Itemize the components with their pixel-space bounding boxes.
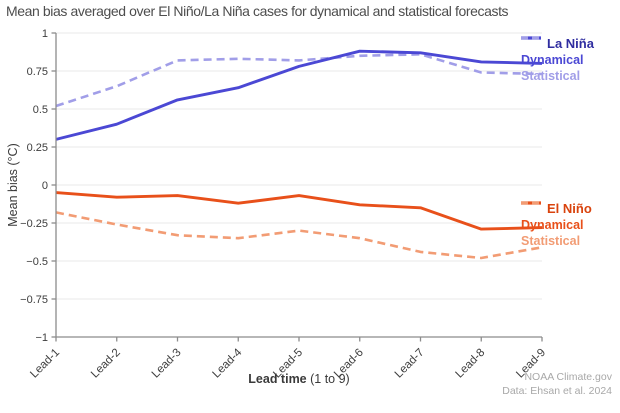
legend-label-dynamical: Dynamical — [521, 53, 584, 67]
y-tick-label: −0.25 — [20, 218, 48, 230]
y-tick-label: 1 — [42, 28, 48, 40]
x-tick-label: Lead-7 — [393, 347, 427, 381]
x-tick-label: Lead-8 — [454, 347, 488, 381]
y-tick-label: −1 — [35, 332, 48, 344]
y-axis-label: Mean bias (°C) — [6, 143, 20, 227]
x-axis-label-units: (1 to 9) — [306, 372, 350, 386]
series-line-la-ni-a-dynamical — [55, 49, 543, 141]
x-axis-label-bold: Lead time — [248, 372, 307, 386]
legend-el-nino: El Niño Dynamical Statistical — [521, 201, 619, 249]
legend-la-nina: La Niña Dynamical Statistical — [521, 36, 619, 84]
series-line-el-ni-o-statistical — [55, 211, 543, 260]
legend-el-nino-dynamical: Dynamical — [521, 201, 619, 233]
dashed-line-swatch-icon — [521, 201, 541, 205]
attribution: NOAA Climate.gov Data: Ehsan et al. 2024 — [502, 371, 612, 398]
legend-el-nino-title: El Niño — [547, 201, 592, 216]
legend-la-nina-statistical: Statistical — [521, 36, 619, 84]
y-tick-label: −0.75 — [20, 294, 48, 306]
x-tick-label: Lead-4 — [211, 346, 245, 380]
attribution-source: NOAA Climate.gov — [524, 371, 612, 383]
x-tick-label: Lead-1 — [28, 347, 62, 381]
legend-la-nina-dynamical: Dynamical — [521, 36, 619, 68]
series-line-el-ni-o-dynamical — [55, 191, 543, 231]
dashed-line-swatch-icon — [521, 36, 541, 40]
attribution-data-credit: Data: Ehsan et al. 2024 — [502, 384, 612, 397]
x-tick-label: Lead-2 — [89, 347, 123, 381]
legend-la-nina-title: La Niña — [547, 36, 594, 51]
y-tick-label: 0.75 — [27, 66, 48, 78]
x-tick-label: Lead-3 — [150, 347, 184, 381]
x-axis-label: Lead time (1 to 9) — [248, 372, 349, 386]
series-line-la-ni-a-statistical — [55, 52, 543, 108]
legend-label-dynamical: Dynamical — [521, 218, 584, 232]
y-tick-label: 0.5 — [33, 104, 48, 116]
y-tick-label: −0.5 — [26, 256, 48, 268]
y-tick-label: 0.25 — [27, 142, 48, 154]
legend-label-statistical: Statistical — [521, 69, 581, 83]
legend-el-nino-statistical: Statistical — [521, 201, 619, 249]
chart-title: Mean bias averaged over El Niño/La Niña … — [6, 3, 509, 19]
legend-label-statistical: Statistical — [521, 234, 581, 248]
y-tick-label: 0 — [42, 180, 48, 192]
